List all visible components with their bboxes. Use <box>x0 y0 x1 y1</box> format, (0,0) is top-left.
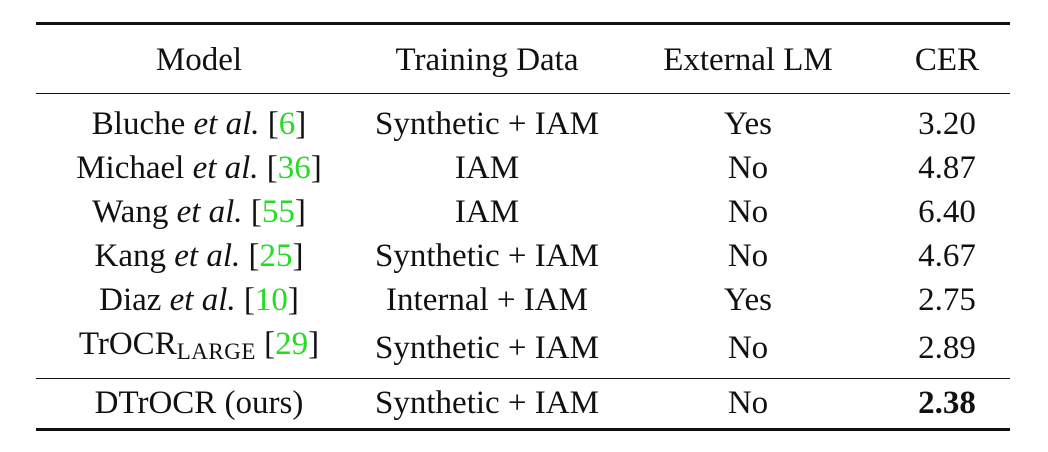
header-cer: CER <box>914 42 980 78</box>
header-row: Model Training Data External LM CER <box>36 23 1010 94</box>
model-cell: Bluche et al. [6] <box>91 106 307 142</box>
citation-link[interactable]: 10 <box>254 282 288 318</box>
citation-link[interactable]: 25 <box>259 238 293 274</box>
citation-link[interactable]: 29 <box>275 326 309 362</box>
table-row: TrOCRLARGE [29] Synthetic + IAM No 2.89 <box>36 322 1010 379</box>
table-row: Bluche et al. [6] Synthetic + IAM Yes 3.… <box>36 93 1010 147</box>
external-lm-cell: No <box>727 238 769 274</box>
model-cell: Michael et al. [36] <box>76 150 322 186</box>
training-data-cell: Synthetic + IAM <box>375 330 599 366</box>
et-al: et al. <box>192 150 259 186</box>
table-row: Diaz et al. [10] Internal + IAM Yes 2.75 <box>36 278 1010 322</box>
model-cell: Wang et al. [55] <box>92 194 306 230</box>
external-lm-cell: No <box>727 194 769 230</box>
cer-cell: 4.67 <box>918 238 976 274</box>
cer-cell-best: 2.38 <box>918 384 976 421</box>
training-data-cell: Internal + IAM <box>386 282 588 318</box>
model-cell: Diaz et al. [10] <box>99 282 299 318</box>
citation-link[interactable]: 55 <box>261 194 295 230</box>
et-al: et al. <box>174 238 241 274</box>
cer-comparison-table: Model Training Data External LM CER Bluc… <box>36 22 1010 431</box>
header-training-data: Training Data <box>395 42 579 78</box>
training-data-cell: IAM <box>454 150 520 186</box>
training-data-cell: Synthetic + IAM <box>375 106 599 142</box>
cer-cell: 6.40 <box>918 194 976 230</box>
cer-cell: 3.20 <box>918 106 976 142</box>
training-data-cell: Synthetic + IAM <box>375 238 599 274</box>
training-data-cell: IAM <box>454 194 520 230</box>
external-lm-cell: No <box>727 150 769 186</box>
external-lm-cell: No <box>727 384 769 421</box>
model-cell: Kang et al. [25] <box>94 238 304 274</box>
header-external-lm: External LM <box>663 42 833 78</box>
et-al: et al. <box>176 194 243 230</box>
external-lm-cell: Yes <box>723 282 773 318</box>
citation-link[interactable]: 6 <box>278 106 296 142</box>
table-row: Michael et al. [36] IAM No 4.87 <box>36 146 1010 190</box>
model-cell: TrOCRLARGE [29] <box>78 326 320 364</box>
model-name: TrOCR <box>78 326 177 362</box>
results-table-container: Model Training Data External LM CER Bluc… <box>36 22 1010 431</box>
model-cell: DTrOCR (ours) <box>94 384 304 421</box>
table-row: Wang et al. [55] IAM No 6.40 <box>36 190 1010 234</box>
model-subscript: LARGE <box>176 339 256 364</box>
et-al: et al. <box>193 106 260 142</box>
cer-cell: 4.87 <box>918 150 976 186</box>
model-name: Kang <box>94 238 166 274</box>
table-row-ours: DTrOCR (ours) Synthetic + IAM No 2.38 <box>36 378 1010 430</box>
header-model: Model <box>155 42 243 78</box>
cer-cell: 2.89 <box>918 330 976 366</box>
model-name: Bluche <box>91 106 186 142</box>
external-lm-cell: Yes <box>723 106 773 142</box>
training-data-cell: Synthetic + IAM <box>375 384 599 421</box>
external-lm-cell: No <box>727 330 769 366</box>
et-al: et al. <box>169 282 236 318</box>
model-name: Diaz <box>99 282 162 318</box>
model-name: Michael <box>76 150 185 186</box>
citation-link[interactable]: 36 <box>277 150 311 186</box>
model-name: Wang <box>92 194 169 230</box>
table-row: Kang et al. [25] Synthetic + IAM No 4.67 <box>36 234 1010 278</box>
cer-cell: 2.75 <box>918 282 976 318</box>
